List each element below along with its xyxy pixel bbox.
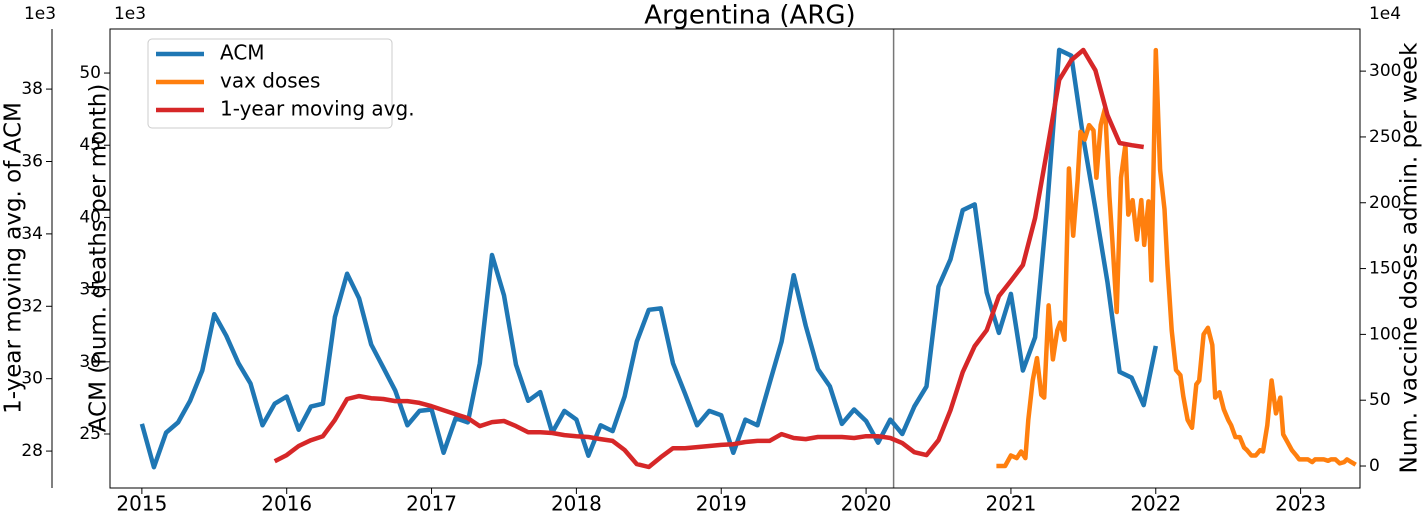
x-tick-label: 2022 (1130, 492, 1181, 515)
y-tick-label: 45 (79, 135, 101, 155)
y3-tick-label: 38 (21, 79, 43, 99)
series-line (139, 47, 1159, 470)
plot-area (139, 29, 1357, 488)
y3-axis-label: 1-year moving avg. of ACM (1, 102, 27, 414)
x-tick-label: 2020 (841, 492, 892, 515)
y2-tick-label: 100 (1369, 324, 1401, 344)
y3-offset: 1e3 (24, 4, 56, 24)
y-offset: 1e3 (114, 4, 146, 24)
x-tick-label: 2018 (551, 492, 602, 515)
y2-offset: 1e4 (1369, 4, 1401, 24)
legend-label: ACM (220, 41, 265, 65)
legend-box (147, 38, 393, 129)
y-tick-label: 35 (79, 280, 101, 300)
y2-tick-label: 0 (1369, 456, 1380, 476)
legend-label: 1-year moving avg. (220, 97, 415, 121)
y2-tick-label: 50 (1369, 390, 1391, 410)
y-axis-label: ACM (num. deaths per month) (86, 84, 112, 433)
chart-title: Argentina (ARG) (644, 1, 855, 31)
y2-tick-label: 300 (1369, 61, 1401, 81)
x-tick-label: 2019 (696, 492, 747, 515)
x-tick-label: 2021 (985, 492, 1036, 515)
plot-frame (109, 28, 1361, 489)
series-line (996, 47, 1357, 469)
y3-tick-label: 36 (21, 151, 43, 171)
y-tick-label: 40 (79, 207, 101, 227)
y2-axis-label: Num. vaccine doses admin. per week (1397, 42, 1423, 474)
y3-tick-label: 32 (21, 296, 43, 316)
y2-tick-label: 150 (1369, 259, 1401, 279)
y-tick-label: 50 (79, 63, 101, 83)
y2-tick-label: 250 (1369, 127, 1401, 147)
y2-tick-label: 200 (1369, 193, 1401, 213)
series-line (273, 47, 1145, 470)
y3-tick-label: 28 (21, 441, 43, 461)
y3-tick-label: 30 (21, 369, 43, 389)
x-tick-label: 2015 (116, 492, 167, 515)
legend-label: vax doses (220, 69, 320, 93)
y3-tick-label: 34 (21, 224, 43, 244)
x-tick-label: 2023 (1275, 492, 1326, 515)
y-tick-label: 25 (79, 424, 101, 444)
x-tick-label: 2017 (406, 492, 457, 515)
x-tick-label: 2016 (261, 492, 312, 515)
y-tick-label: 30 (79, 352, 101, 372)
